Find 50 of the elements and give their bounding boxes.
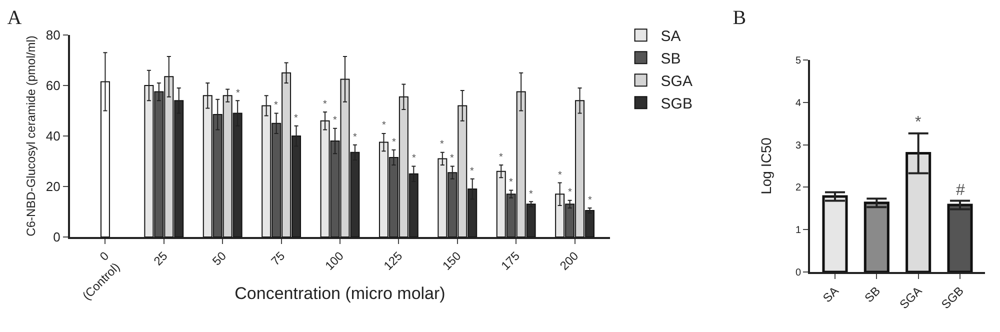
- legend-label: SB: [660, 50, 681, 68]
- data-label: *: [509, 177, 513, 188]
- y-tick-label: 20: [46, 179, 60, 194]
- data-label: *: [323, 99, 327, 110]
- data-label: #: [956, 182, 965, 199]
- x-tick-label: 75: [268, 248, 288, 268]
- legend-label: SGB: [660, 95, 692, 112]
- y-tick-label: 0: [53, 230, 60, 245]
- data-label: *: [382, 120, 386, 131]
- data-label: *: [294, 113, 298, 124]
- data-label: *: [236, 88, 240, 99]
- legend-label: SGA: [660, 72, 692, 90]
- data-label: *: [274, 100, 278, 111]
- x-tick-label: 25: [150, 248, 170, 268]
- x-tick-label: 50: [210, 248, 230, 268]
- data-label: *: [353, 132, 357, 143]
- y-tick-label: 2: [795, 182, 802, 194]
- data-label: *: [450, 153, 454, 164]
- data-label: *: [412, 153, 416, 164]
- data-label: *: [440, 139, 444, 150]
- y-tick-label: 1: [795, 225, 802, 236]
- y-tick-label: 5: [795, 56, 802, 66]
- data-label: *: [529, 189, 533, 200]
- data-label: *: [499, 152, 503, 163]
- y-tick-label: 60: [46, 78, 60, 94]
- x-tick-label: SA: [820, 284, 842, 306]
- data-label: *: [470, 166, 474, 177]
- legend-label: SA: [660, 28, 681, 45]
- data-label: *: [558, 170, 562, 181]
- x-tick-label: 175: [498, 248, 523, 273]
- y-tick-label: 0: [795, 268, 802, 278]
- data-label: *: [568, 187, 572, 198]
- x-tick-label: 125: [381, 248, 406, 273]
- x-tick-label: 200: [557, 248, 582, 273]
- x-axis-title: Concentration (micro molar): [234, 284, 446, 303]
- chart-title: B: [732, 6, 746, 29]
- x-tick-label: SB: [862, 284, 884, 306]
- y-tick-label: 3: [795, 140, 802, 152]
- data-label: *: [333, 115, 337, 126]
- y-axis-title: Log IC50: [758, 137, 774, 194]
- x-tick-label: 150: [440, 248, 464, 273]
- data-label: *: [915, 114, 922, 131]
- y-tick-label: 4: [795, 98, 802, 109]
- y-tick-label: 40: [46, 128, 60, 144]
- chart-title: A: [7, 6, 22, 29]
- data-label: *: [588, 195, 592, 206]
- data-label: *: [392, 137, 396, 148]
- y-tick-label: 80: [46, 28, 60, 43]
- x-tick-label: 100: [322, 248, 347, 273]
- y-axis-title: C6-NBD-Glucosyl ceramide (pmol/ml): [24, 36, 38, 236]
